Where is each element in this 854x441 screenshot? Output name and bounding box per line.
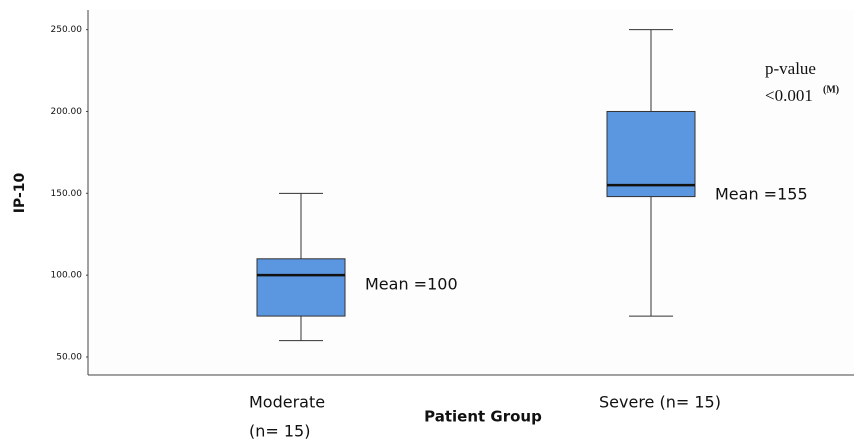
y-tick-label: 250.00	[51, 25, 83, 35]
y-tick-label: 150.00	[51, 189, 83, 199]
p-value-line: p-value	[765, 59, 816, 78]
y-axis-title: IP-10	[12, 172, 28, 213]
box	[606, 110, 696, 198]
y-tick-label: 200.00	[51, 107, 83, 117]
plot-area	[88, 10, 854, 375]
mean-label: Mean =100	[365, 275, 458, 294]
y-tick-label: 50.00	[56, 352, 82, 362]
x-tick-label: (n= 15)	[249, 422, 310, 441]
mean-label: Mean =155	[715, 185, 808, 204]
box	[256, 258, 346, 317]
p-value-superscript: (M)	[823, 84, 839, 95]
y-tick-label: 100.00	[51, 271, 83, 281]
x-axis-title: Patient Group	[424, 408, 542, 426]
x-tick-label: Severe (n= 15)	[599, 393, 721, 412]
x-tick-label: Moderate	[249, 393, 325, 412]
p-value-line: <0.001	[765, 86, 813, 105]
